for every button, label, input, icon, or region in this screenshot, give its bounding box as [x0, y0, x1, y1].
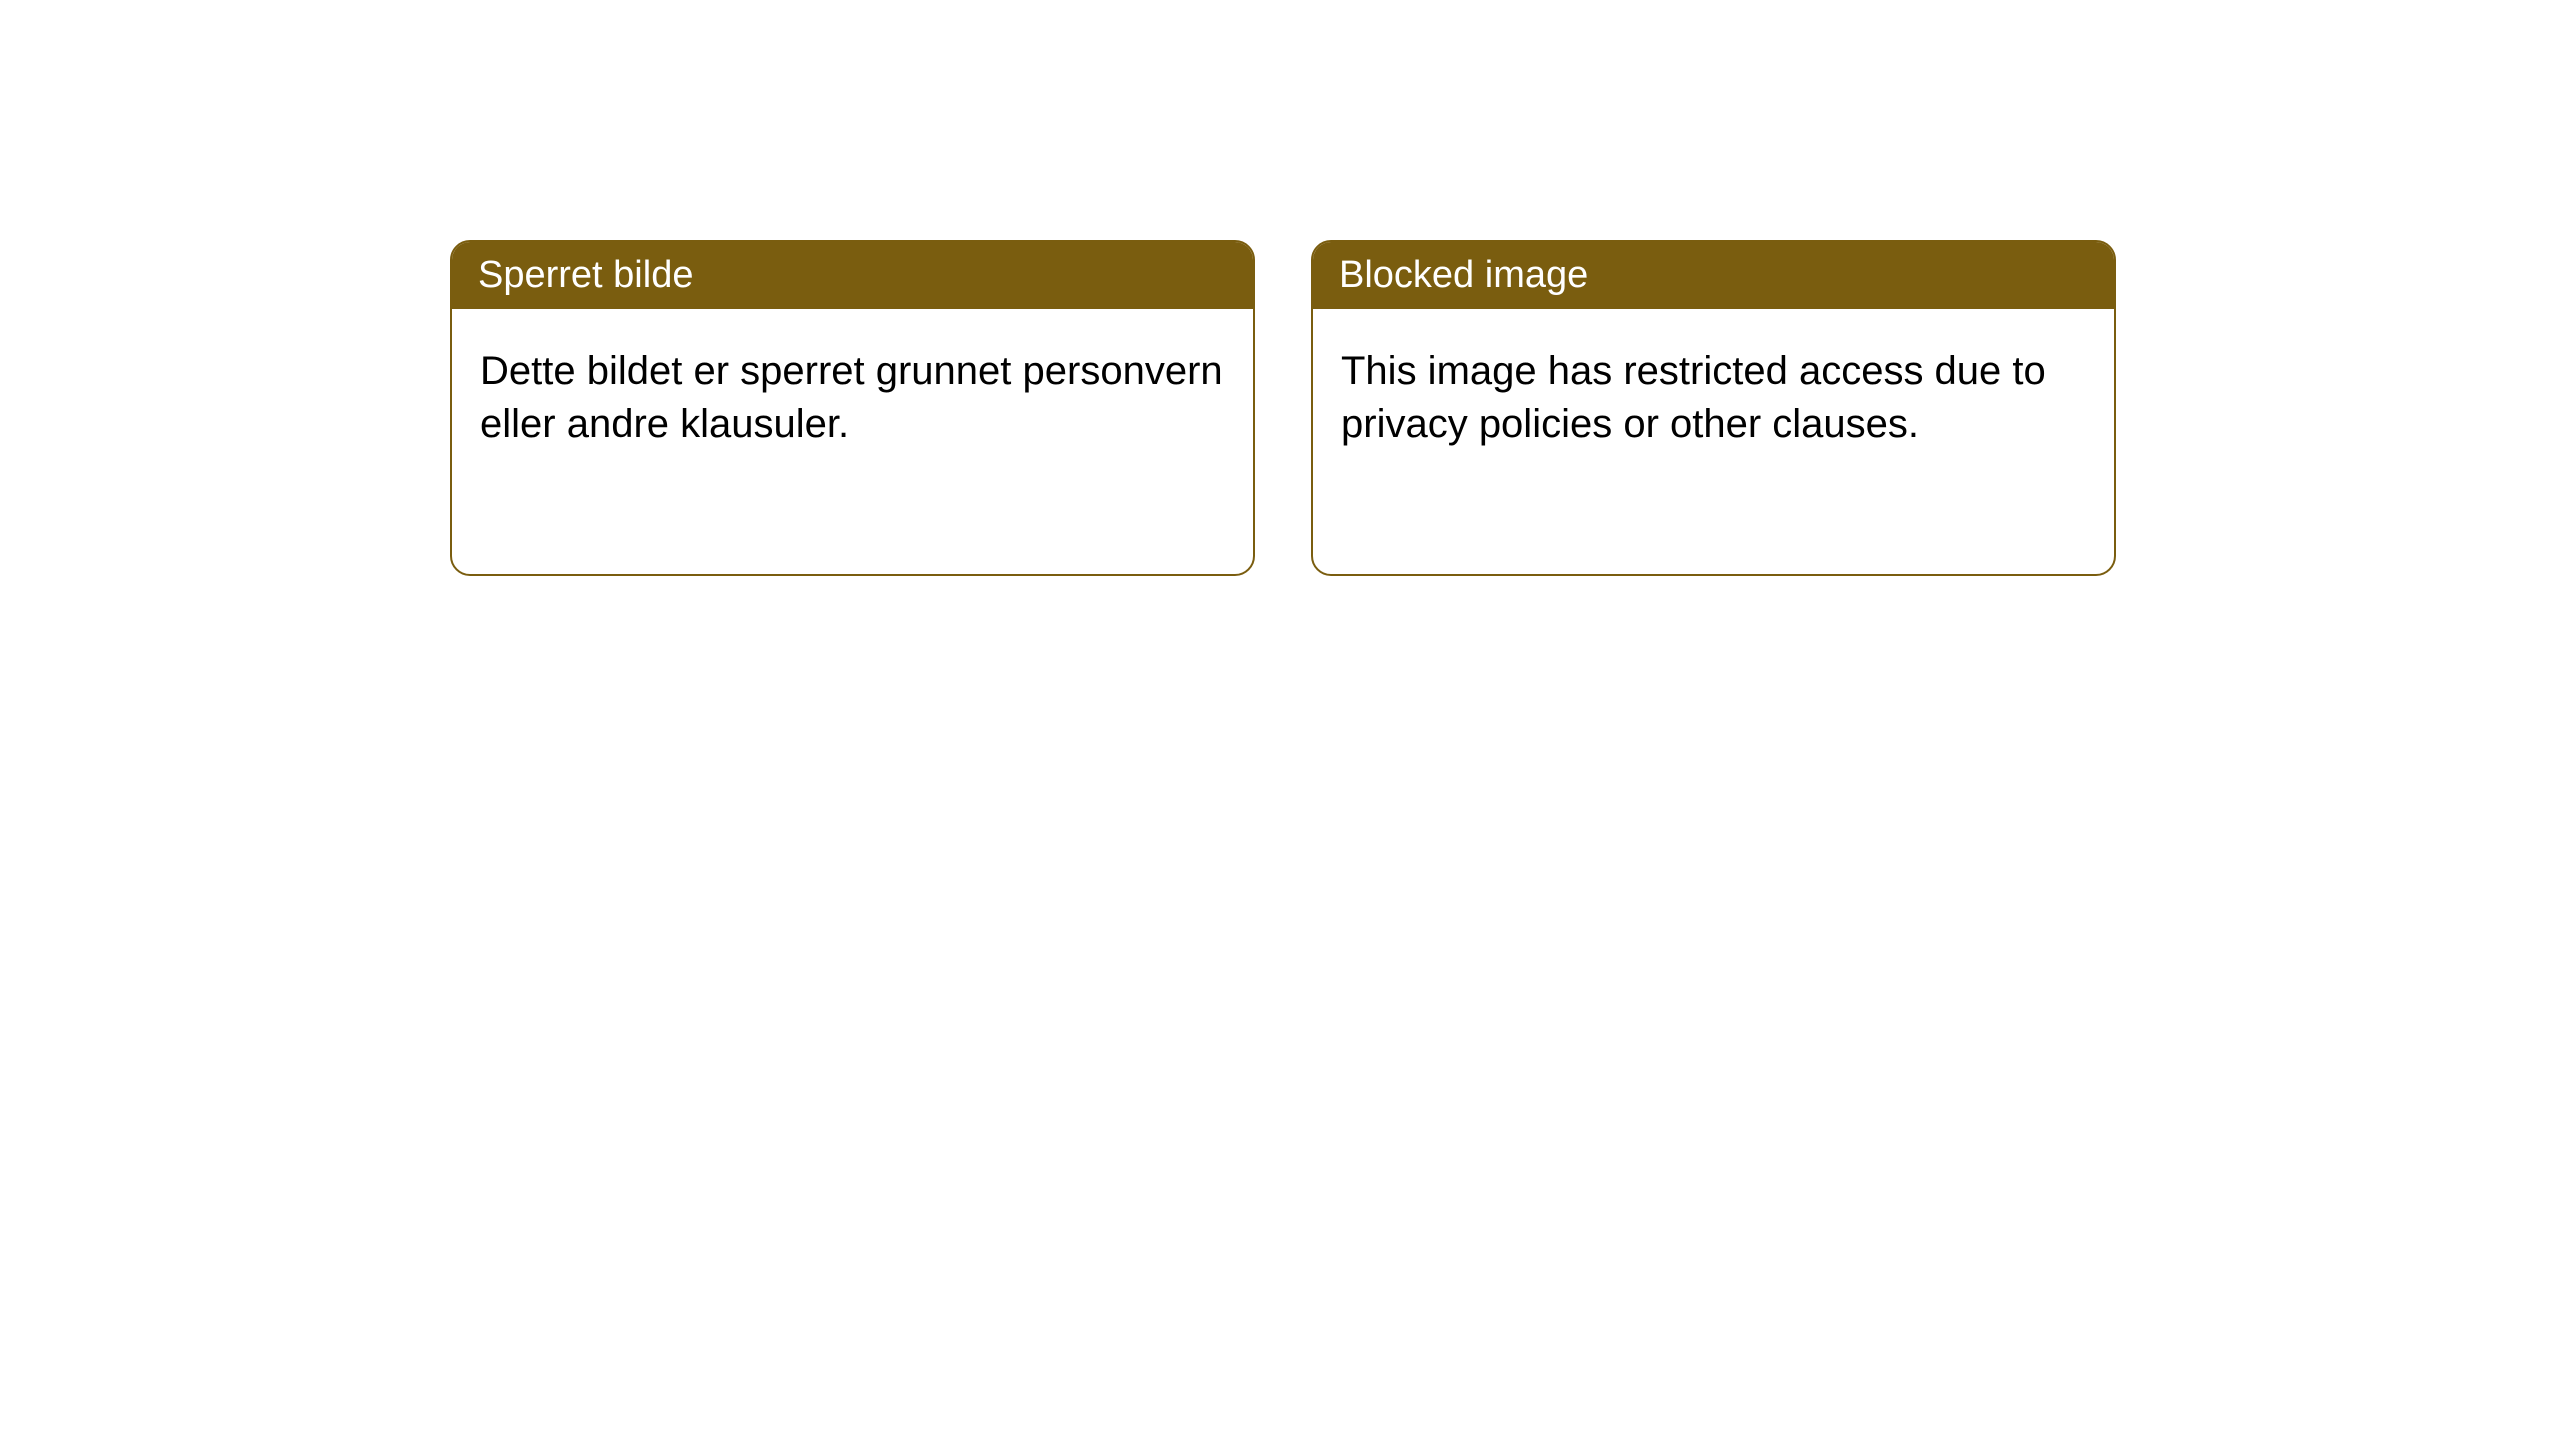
card-title-norwegian: Sperret bilde	[452, 242, 1253, 309]
notice-container: Sperret bilde Dette bildet er sperret gr…	[0, 0, 2560, 576]
blocked-image-card-norwegian: Sperret bilde Dette bildet er sperret gr…	[450, 240, 1255, 576]
blocked-image-card-english: Blocked image This image has restricted …	[1311, 240, 2116, 576]
card-body-norwegian: Dette bildet er sperret grunnet personve…	[452, 309, 1253, 487]
card-title-english: Blocked image	[1313, 242, 2114, 309]
card-body-english: This image has restricted access due to …	[1313, 309, 2114, 487]
